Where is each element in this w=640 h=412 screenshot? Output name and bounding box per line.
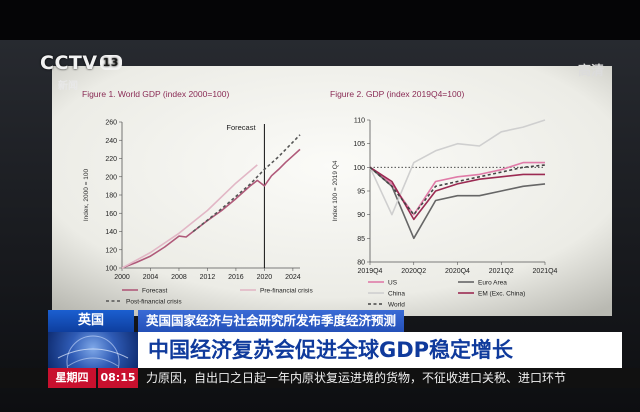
x-tick-label: 2008 [171,274,187,281]
cctv-logo: CCTV 13 [40,52,122,74]
chart-title: Figure 1. World GDP (index 2000=100) [82,89,230,99]
y-tick-label: 100 [105,266,117,273]
x-tick-label: 2000 [114,274,130,281]
y-tick-label: 160 [105,211,117,218]
legend-label: China [388,291,405,298]
x-tick-label: 2021Q2 [489,268,514,275]
series-line-world [369,164,546,216]
x-tick-label: 2020Q4 [445,268,470,275]
legend-label: US [388,280,398,287]
series-line-em-exc-china [369,166,545,221]
y-tick-label: 110 [354,118,365,125]
y-tick-label: 200 [105,174,117,181]
x-tick-label: 2021Q4 [533,268,558,275]
y-axis-label: Index, 2000 = 100 [83,169,90,222]
y-tick-label: 240 [105,138,117,145]
legend-label: World [388,302,405,309]
forecast-annotation: Forecast [226,123,256,132]
headline: 中国经济复苏会促进全球GDP稳定增长 [148,338,514,362]
y-tick-label: 95 [357,189,365,196]
legend-label: Forecast [142,288,167,295]
series-line-post-financial-crisis [192,134,301,233]
x-tick-label: 2020Q2 [401,268,426,275]
headline-box [138,332,622,368]
lower-third: 英国 英国国家经济与社会研究所发布季度经济预测 中国经济复苏会促进全球GDP稳定… [0,310,640,412]
series-line-euro-area [369,166,546,240]
x-tick-label: 2020 [257,274,273,281]
y-tick-label: 220 [105,156,117,163]
x-tick-label: 2012 [200,274,216,281]
x-tick-label: 2024 [285,274,301,281]
y-tick-label: 260 [105,120,117,127]
legend-label: EM (Exc. China) [478,291,525,298]
channel-number: 13 [99,55,122,70]
y-tick-label: 85 [357,236,365,243]
legend-label: Pre-financial crisis [260,288,313,295]
y-tick-label: 90 [357,212,365,219]
y-tick-label: 180 [105,193,117,200]
x-tick-label: 2019Q4 [358,268,383,275]
news-ticker: 星期四 08:15 力原因，自出口之日起一年内原状复运进境的货物，不征收进口关税… [0,368,640,388]
y-tick-label: 140 [105,229,117,236]
channel-logo-text: CCTV [40,52,98,74]
series-line-forecast [121,148,301,269]
y-tick-label: 100 [353,165,365,172]
globe-graphic [48,332,138,368]
ticker-day: 星期四 [48,368,96,388]
y-tick-label: 105 [353,141,365,148]
x-tick-label: 2016 [228,274,244,281]
legend-label: Post-financial crisis [126,299,182,306]
chart-gdp-2019q4: Figure 2. GDP (index 2019Q4=100) Index 10… [330,89,558,309]
chart-world-gdp: Figure 1. World GDP (index 2000=100) Inde… [82,89,313,306]
ticker-text: 力原因，自出口之日起一年内原状复运进境的货物，不征收进口关税、进口环节 [146,371,567,385]
ticker-time: 08:15 [98,368,138,388]
series-line-pre-financial-crisis [121,164,258,269]
location-tag: 英国 [48,310,134,332]
legend-label: Euro Area [478,280,507,287]
news-subtitle: 英国国家经济与社会研究所发布季度经济预测 [138,310,405,332]
y-axis-label: Index 100 = 2019 Q4 [332,160,339,221]
hd-badge: 高清 [577,64,604,79]
y-tick-label: 120 [105,247,117,254]
y-tick-label: 80 [357,260,365,267]
chart-title: Figure 2. GDP (index 2019Q4=100) [330,89,464,99]
channel-sub-label: 新闻 [58,81,78,92]
x-tick-label: 2004 [143,274,159,281]
series-line-china [369,119,546,216]
